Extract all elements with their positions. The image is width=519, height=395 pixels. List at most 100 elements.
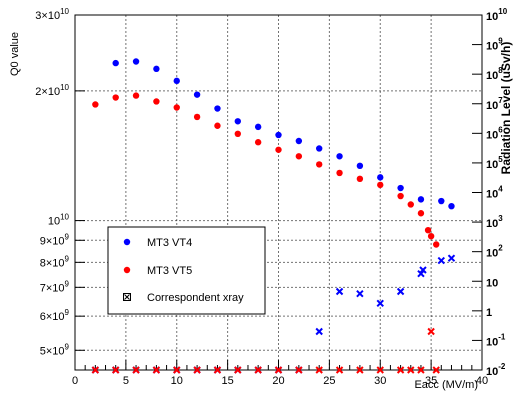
q0-point — [377, 181, 384, 189]
xray-point — [335, 287, 344, 296]
xray-stroke — [315, 327, 323, 336]
xray-point — [419, 266, 427, 274]
x-tick-label: 40 — [476, 375, 488, 387]
x-tick-label: 35 — [425, 375, 437, 387]
y2-tick-label: 104 — [486, 185, 503, 201]
y-tick-mantissa: 2 — [35, 86, 41, 98]
x-axis-title: Eacc (MV/m) — [414, 379, 478, 391]
y2-tick-label: 10-2 — [486, 362, 506, 378]
y2-tick-exponent: 4 — [498, 185, 503, 194]
xray-stroke — [437, 256, 446, 265]
x-tick-label: 15 — [222, 375, 234, 387]
y-tick-exponent: 9 — [65, 342, 70, 351]
q0-point — [438, 197, 445, 205]
y-tick-exponent: 10 — [60, 83, 69, 92]
y2-tick-label: 102 — [486, 244, 503, 260]
xray-stroke — [356, 289, 364, 298]
xray-point — [396, 366, 405, 374]
y-tick-times: × — [46, 311, 52, 323]
xray-point — [152, 366, 161, 374]
xray-stroke — [335, 366, 344, 374]
y-tick-mantissa: 3 — [35, 10, 41, 22]
y-tick-mantissa: 5 — [40, 345, 46, 357]
y2-tick-exponent: -1 — [498, 332, 506, 341]
q0-point — [132, 92, 140, 99]
y2-tick-exponent: 3 — [498, 214, 503, 223]
q0-point — [275, 146, 282, 153]
xray-stroke — [173, 366, 181, 374]
q0-point — [193, 91, 201, 98]
y2-tick-base: 10 — [486, 277, 498, 289]
y-tick-mantissa: 7 — [40, 282, 46, 294]
y-tick-mantissa: 6 — [40, 311, 46, 323]
xray-stroke — [419, 266, 427, 274]
q0-point — [112, 94, 119, 101]
q0-point — [377, 174, 384, 181]
legend-label: MT3 VT5 — [147, 265, 192, 277]
xray-point — [173, 366, 181, 374]
xray-point — [295, 366, 303, 374]
q0-point — [336, 153, 343, 160]
xray-stroke — [396, 366, 405, 374]
y-tick-label: 2×1010 — [35, 83, 69, 98]
xray-stroke — [356, 366, 364, 374]
legend-label: MT3 VT4 — [147, 237, 192, 249]
xray-point — [111, 366, 120, 374]
xray-point — [447, 254, 456, 262]
y-tick-base: 10 — [52, 235, 64, 247]
q0-point — [316, 145, 323, 152]
q0-point — [356, 175, 364, 183]
xray-point — [315, 327, 323, 336]
xray-stroke — [91, 366, 100, 374]
xray-stroke — [376, 299, 384, 307]
xray-point — [274, 366, 283, 374]
y-tick-times: × — [41, 86, 47, 98]
y2-tick-base: 10 — [486, 100, 498, 112]
legend-marker — [123, 293, 131, 301]
q0-point — [427, 232, 435, 240]
legend: MT3 VT4 MT3 VT5 Correspondent xray — [107, 226, 266, 315]
y-tick-times: × — [46, 282, 52, 294]
xray-point — [193, 366, 201, 374]
xray-stroke — [432, 366, 440, 374]
xray-point — [91, 366, 100, 374]
xray-point — [417, 366, 425, 374]
y2-tick-exponent: 8 — [498, 66, 503, 75]
y-tick-base: 10 — [52, 257, 64, 269]
y-tick-exponent: 9 — [65, 308, 70, 317]
xray-point — [234, 366, 242, 374]
q0-point — [214, 122, 221, 129]
q0-point — [193, 113, 201, 121]
tick-labels: 0 5 10 15 20 25 30 35 403×10102×101010109×1098×1… — [35, 7, 507, 387]
xray-point — [356, 366, 364, 374]
legend-entries: MT3 VT4 MT3 VT5 Correspondent xray — [123, 237, 244, 304]
y-tick-times: × — [46, 235, 52, 247]
y2-tick-label: 103 — [486, 214, 503, 230]
y2-tick-label: 1 — [486, 307, 492, 319]
y-tick-base: 10 — [48, 86, 60, 98]
q0-point — [153, 98, 160, 105]
y2-tick-label: 107 — [486, 96, 503, 112]
xray-stroke — [213, 366, 222, 374]
q0-point — [295, 153, 303, 160]
y-tick-label: 3×1010 — [35, 7, 69, 22]
q0-point — [433, 241, 440, 248]
xray-stroke — [111, 366, 120, 374]
xray-stroke — [407, 366, 415, 374]
xray-stroke — [315, 366, 323, 374]
xray-point — [254, 366, 262, 374]
q0-point — [214, 105, 221, 112]
xray-point — [437, 256, 446, 265]
xray-stroke — [447, 254, 456, 262]
y2-tick-exponent: 5 — [498, 155, 503, 164]
q0-point — [397, 192, 404, 200]
xray-point — [427, 327, 435, 336]
y2-tick-exponent: -2 — [498, 362, 506, 371]
q0-point — [153, 65, 160, 73]
y-tick-label: 5×109 — [40, 342, 70, 357]
q0-point — [254, 123, 262, 131]
y2-tick-base: 10 — [486, 248, 498, 260]
y2-tick-exponent: 10 — [498, 7, 507, 16]
xray-stroke — [417, 269, 425, 278]
